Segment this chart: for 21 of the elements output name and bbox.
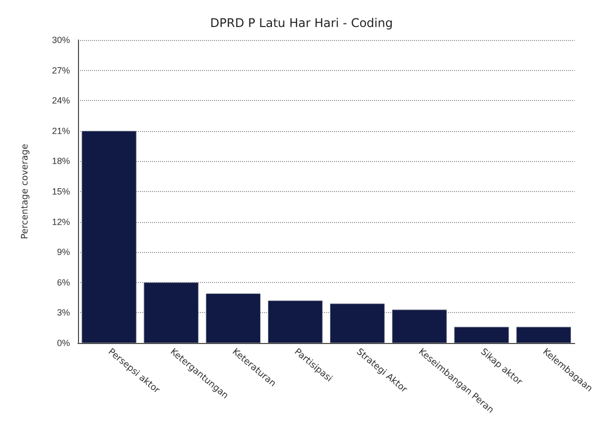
- y-tick-label: 27%: [52, 65, 70, 76]
- y-tick-label: 30%: [52, 35, 70, 45]
- y-tick-label: 3%: [56, 308, 70, 318]
- bar: [82, 130, 136, 343]
- bar: [392, 310, 447, 343]
- bar: [330, 304, 385, 343]
- y-axis-title: Percentage coverage: [20, 143, 30, 240]
- y-tick-label: 24%: [52, 96, 70, 106]
- chart-title: DPRD P Latu Har Hari - Coding: [210, 16, 393, 30]
- y-tick-label: 6%: [56, 277, 70, 288]
- y-tick-label: 0%: [56, 338, 70, 348]
- y-tick-label: 12%: [52, 216, 70, 227]
- y-tick-label: 18%: [52, 156, 70, 166]
- y-tick-label: 21%: [52, 126, 70, 136]
- bar: [268, 300, 323, 343]
- bar: [516, 326, 571, 343]
- y-tick-label: 15%: [52, 186, 70, 196]
- bar: [144, 282, 198, 343]
- y-tick-label: 9%: [56, 247, 70, 258]
- bar: [206, 294, 261, 343]
- bar: [454, 326, 509, 343]
